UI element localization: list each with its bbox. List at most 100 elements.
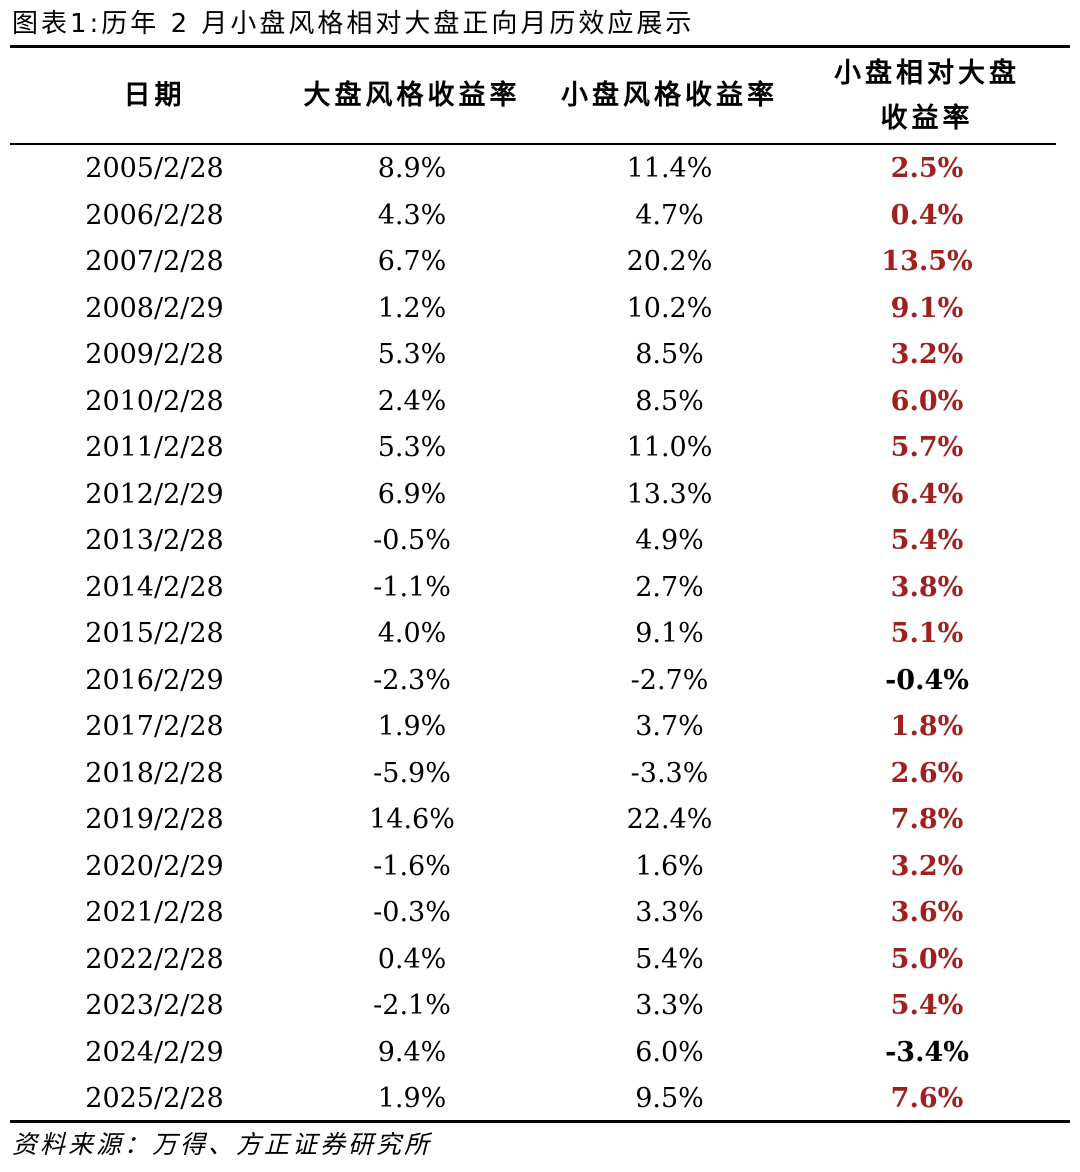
relative-return-cell: 7.8% <box>890 804 964 835</box>
small-cap-return-cell: 11.0% <box>626 432 713 463</box>
large-cap-return-cell: 4.3% <box>377 199 447 231</box>
table-row: 2012/2/29 6.9% 13.3% 6.4% <box>10 472 1056 519</box>
relative-return-cell: 5.4% <box>890 990 964 1021</box>
large-cap-return-cell: 1.9% <box>377 1083 447 1114</box>
large-cap-return-cell: -2.1% <box>373 990 451 1021</box>
table-body: 2005/2/28 8.9% 11.4% 2.5% 2006/2/28 4.3% 4.7% 0… <box>10 146 1056 1123</box>
date-cell: 2013/2/28 <box>85 525 224 556</box>
source-note: 资料来源：万得、方正证券研究所 <box>12 1130 433 1159</box>
large-cap-return-cell: 1.9% <box>377 711 447 742</box>
date-cell: 2022/2/28 <box>85 943 224 975</box>
table-row: 2020/2/29 -1.6% 1.6% 3.2% <box>10 844 1056 891</box>
header-small-cap-return: 小盘风格收益率 <box>561 80 778 111</box>
large-cap-return-cell: 9.4% <box>377 1036 447 1068</box>
large-cap-return-cell: 5.3% <box>377 339 447 370</box>
date-cell: 2005/2/28 <box>85 153 224 184</box>
table-row: 2024/2/29 9.4% 6.0% -3.4% <box>10 1030 1056 1077</box>
relative-return-cell: 5.0% <box>890 943 964 975</box>
table-row: 2009/2/28 5.3% 8.5% 3.2% <box>10 332 1056 379</box>
relative-return-cell: -0.4% <box>885 664 969 696</box>
date-cell: 2011/2/28 <box>85 432 224 463</box>
date-cell: 2007/2/28 <box>85 246 224 277</box>
relative-return-cell: 3.2% <box>890 850 964 882</box>
small-cap-return-cell: -3.3% <box>630 757 709 789</box>
small-cap-return-cell: 3.3% <box>635 897 704 928</box>
table-top-rule <box>10 45 1070 48</box>
table-row: 2018/2/28 -5.9% -3.3% 2.6% <box>10 751 1056 798</box>
small-cap-return-cell: 2.7% <box>635 571 704 603</box>
relative-return-cell: 3.8% <box>890 571 964 603</box>
date-cell: 2018/2/28 <box>85 757 224 789</box>
small-cap-return-cell: 3.3% <box>635 990 704 1021</box>
relative-return-cell: 6.4% <box>890 478 964 510</box>
small-cap-return-cell: 4.7% <box>635 199 704 231</box>
date-cell: 2012/2/29 <box>85 478 224 510</box>
table-row: 2022/2/28 0.4% 5.4% 5.0% <box>10 937 1056 984</box>
table-bottom-rule <box>10 1120 1070 1123</box>
header-date: 日期 <box>123 80 186 111</box>
large-cap-return-cell: 6.9% <box>377 478 447 510</box>
relative-return-cell: 13.5% <box>881 246 973 277</box>
relative-return-cell: 5.7% <box>890 432 964 463</box>
small-cap-return-cell: 8.5% <box>635 339 704 370</box>
date-cell: 2010/2/28 <box>85 385 224 417</box>
large-cap-return-cell: 6.7% <box>377 246 447 277</box>
table-row: 2005/2/28 8.9% 11.4% 2.5% <box>10 146 1056 193</box>
table-row: 2011/2/28 5.3% 11.0% 5.7% <box>10 425 1056 472</box>
table-row: 2006/2/28 4.3% 4.7% 0.4% <box>10 193 1056 240</box>
small-cap-return-cell: 3.7% <box>635 711 704 742</box>
figure-title: 图表1:历年 2 月小盘风格相对大盘正向月历效应展示 <box>12 9 695 39</box>
header-rule <box>10 143 1056 145</box>
large-cap-return-cell: -0.5% <box>373 525 451 556</box>
date-cell: 2023/2/28 <box>85 990 224 1021</box>
relative-return-cell: 3.2% <box>890 339 964 370</box>
table-row: 2016/2/29 -2.3% -2.7% -0.4% <box>10 658 1056 705</box>
large-cap-return-cell: -0.3% <box>373 897 451 928</box>
relative-return-cell: 6.0% <box>890 385 964 417</box>
table-row: 2015/2/28 4.0% 9.1% 5.1% <box>10 611 1056 658</box>
table-row: 2010/2/28 2.4% 8.5% 6.0% <box>10 379 1056 426</box>
date-cell: 2008/2/29 <box>85 292 224 324</box>
small-cap-return-cell: 9.5% <box>635 1083 704 1114</box>
date-cell: 2009/2/28 <box>85 339 224 370</box>
large-cap-return-cell: 8.9% <box>377 153 447 184</box>
small-cap-return-cell: 13.3% <box>626 478 713 510</box>
table-row: 2021/2/28 -0.3% 3.3% 3.6% <box>10 890 1056 937</box>
table-row: 2013/2/28 -0.5% 4.9% 5.4% <box>10 518 1056 565</box>
date-cell: 2014/2/28 <box>85 571 224 603</box>
small-cap-return-cell: 4.9% <box>635 525 704 556</box>
small-cap-return-cell: 22.4% <box>626 804 713 835</box>
relative-return-cell: -3.4% <box>885 1036 969 1068</box>
relative-return-cell: 0.4% <box>890 199 964 231</box>
date-cell: 2020/2/29 <box>85 850 224 882</box>
table-header: 日期 大盘风格收益率 小盘风格收益率 小盘相对大盘收益率 <box>10 48 1056 143</box>
large-cap-return-cell: -1.6% <box>373 850 451 882</box>
relative-return-cell: 5.4% <box>890 525 964 556</box>
small-cap-return-cell: 8.5% <box>635 385 704 417</box>
date-cell: 2017/2/28 <box>85 711 224 742</box>
small-cap-return-cell: 1.6% <box>635 850 704 882</box>
relative-return-cell: 7.6% <box>890 1083 964 1114</box>
date-cell: 2021/2/28 <box>85 897 224 928</box>
relative-return-cell: 3.6% <box>890 897 964 928</box>
table-row: 2007/2/28 6.7% 20.2% 13.5% <box>10 239 1056 286</box>
large-cap-return-cell: 2.4% <box>377 385 447 417</box>
large-cap-return-cell: 4.0% <box>377 618 447 649</box>
table-row: 2025/2/28 1.9% 9.5% 7.6% <box>10 1076 1056 1123</box>
table-row: 2023/2/28 -2.1% 3.3% 5.4% <box>10 983 1056 1030</box>
large-cap-return-cell: 5.3% <box>377 432 447 463</box>
header-large-cap-return: 大盘风格收益率 <box>303 80 521 111</box>
small-cap-return-cell: -2.7% <box>630 664 709 696</box>
large-cap-return-cell: -5.9% <box>373 757 451 789</box>
small-cap-return-cell: 10.2% <box>626 292 713 324</box>
table-row: 2014/2/28 -1.1% 2.7% 3.8% <box>10 565 1056 612</box>
small-cap-return-cell: 5.4% <box>635 943 704 975</box>
relative-return-cell: 2.5% <box>890 153 964 184</box>
relative-return-cell: 1.8% <box>890 711 964 742</box>
header-relative-return: 小盘相对大盘收益率 <box>834 57 1020 134</box>
large-cap-return-cell: 0.4% <box>377 943 447 975</box>
table-row: 2019/2/28 14.6% 22.4% 7.8% <box>10 797 1056 844</box>
relative-return-cell: 9.1% <box>890 292 964 324</box>
date-cell: 2019/2/28 <box>85 804 224 835</box>
date-cell: 2016/2/29 <box>85 664 224 696</box>
